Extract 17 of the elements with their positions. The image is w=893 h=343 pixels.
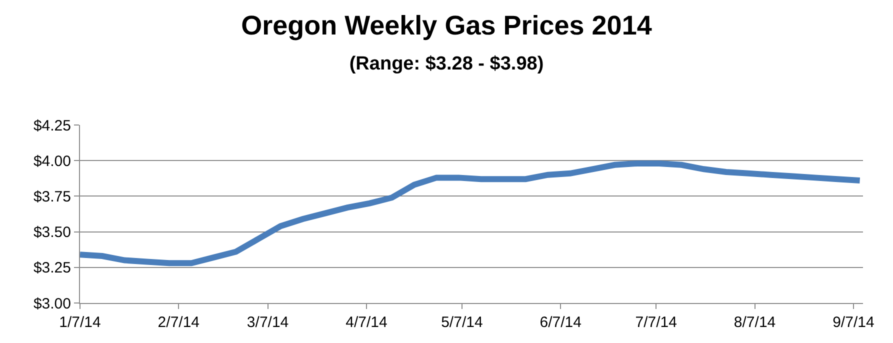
chart-title: Oregon Weekly Gas Prices 2014 <box>241 10 652 40</box>
y-tick-label: $3.75 <box>33 188 71 206</box>
x-tick-label: 6/7/14 <box>540 314 582 331</box>
x-tick-label: 3/7/14 <box>246 314 289 331</box>
x-tick-label: 9/7/14 <box>832 314 874 331</box>
x-tick-label: 2/7/14 <box>158 314 200 331</box>
x-tick-label: 8/7/14 <box>734 314 776 331</box>
y-tick-label: $3.00 <box>33 295 71 312</box>
y-tick-label: $3.50 <box>33 224 71 242</box>
x-tick-label: 1/7/14 <box>59 314 101 331</box>
y-tick-label: $4.25 <box>33 117 71 134</box>
x-tick-label: 4/7/14 <box>346 314 388 331</box>
chart-subtitle: (Range: $3.28 - $3.98) <box>349 53 544 74</box>
x-tick-label: 5/7/14 <box>441 314 483 331</box>
x-tick-label: 7/7/14 <box>635 314 677 331</box>
y-tick-label: $4.00 <box>33 152 71 170</box>
y-tick-label: $3.25 <box>33 260 71 277</box>
